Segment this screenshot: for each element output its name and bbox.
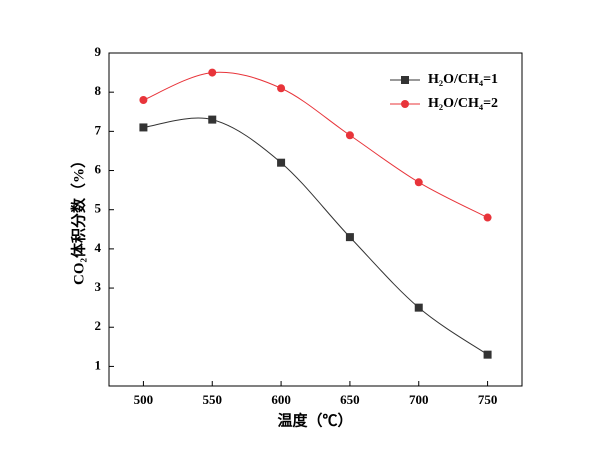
data-point (483, 213, 492, 222)
data-point (414, 303, 423, 312)
y-tick-label: 8 (95, 83, 102, 98)
x-tick-label: 750 (478, 392, 498, 407)
data-point (277, 158, 286, 167)
data-point (208, 68, 217, 77)
legend-marker (401, 76, 409, 84)
y-tick-label: 1 (95, 357, 102, 372)
y-tick-label: 9 (95, 44, 102, 59)
y-tick-label: 7 (95, 122, 102, 137)
y-tick-label: 2 (95, 318, 102, 333)
data-point (277, 84, 286, 93)
y-axis-label: CO₂体积分数（%） (69, 153, 87, 285)
x-tick-label: 700 (409, 392, 429, 407)
data-point (208, 115, 217, 124)
x-tick-label: 600 (271, 392, 291, 407)
data-point (139, 123, 148, 132)
y-tick-label: 6 (95, 162, 102, 177)
plot-frame (108, 52, 523, 387)
series-line (143, 117, 488, 356)
data-point (345, 233, 354, 242)
series-line (143, 71, 488, 218)
legend-marker (401, 100, 409, 108)
data-point (483, 350, 492, 359)
y-tick-label: 3 (95, 279, 102, 294)
x-tick-label: 500 (134, 392, 154, 407)
x-axis-label: 温度（℃） (277, 411, 352, 429)
x-tick-label: 650 (340, 392, 360, 407)
y-tick-label: 5 (95, 201, 102, 216)
legend-label: H₂O/CH₄=2 (428, 96, 498, 111)
legend-label: H₂O/CH₄=1 (428, 72, 498, 87)
data-point (345, 131, 354, 140)
x-tick-label: 550 (203, 392, 223, 407)
data-point (139, 96, 148, 105)
y-tick-label: 4 (95, 240, 102, 255)
data-point (414, 178, 423, 187)
